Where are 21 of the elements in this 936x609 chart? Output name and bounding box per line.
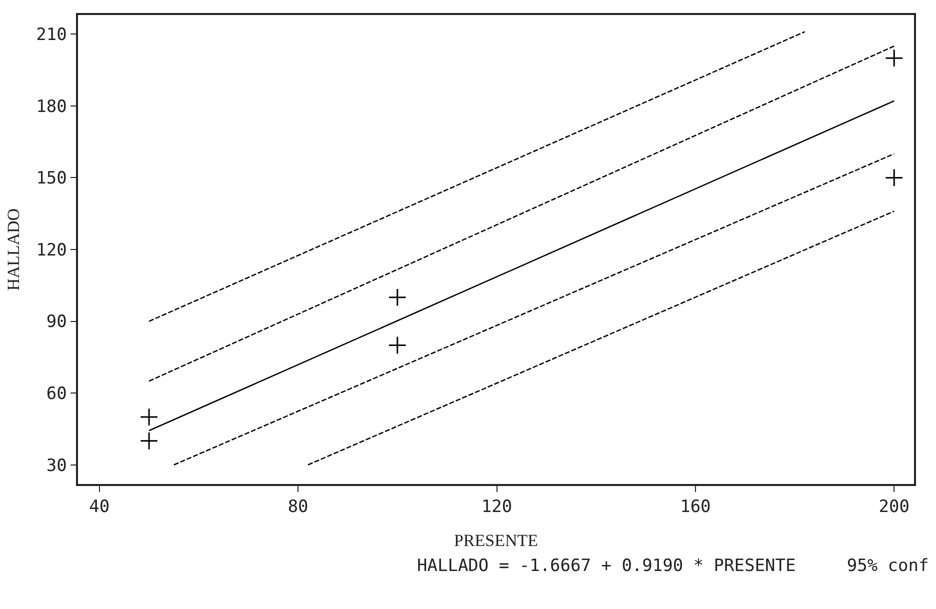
y-tick-label: 150 — [36, 168, 67, 189]
point — [140, 408, 158, 426]
point — [884, 168, 904, 187]
y-tick-label: 60 — [46, 384, 67, 404]
y-tick-label: 30 — [46, 456, 67, 476]
point — [140, 432, 158, 450]
x-tick-label: 200 — [878, 497, 910, 518]
point — [388, 288, 407, 307]
y-tick-label: 120 — [36, 240, 67, 260]
y-axis-title: HALLADO — [4, 208, 24, 291]
point — [884, 48, 904, 68]
x-tick-label: 40 — [89, 497, 110, 518]
x-axis-title: PRESENTE — [454, 531, 538, 550]
x-tick-label: 80 — [288, 497, 308, 518]
text: HALLADO = -1.6667 + 0.9190 * PRESENTE 95% conf — [417, 556, 929, 576]
x-tick-label: 160 — [680, 497, 711, 518]
x-tick-label: 120 — [481, 497, 512, 518]
point — [388, 336, 407, 354]
y-tick-label: 210 — [36, 25, 67, 46]
y-tick-label: 180 — [36, 96, 67, 117]
y-tick-label: 90 — [46, 312, 67, 332]
